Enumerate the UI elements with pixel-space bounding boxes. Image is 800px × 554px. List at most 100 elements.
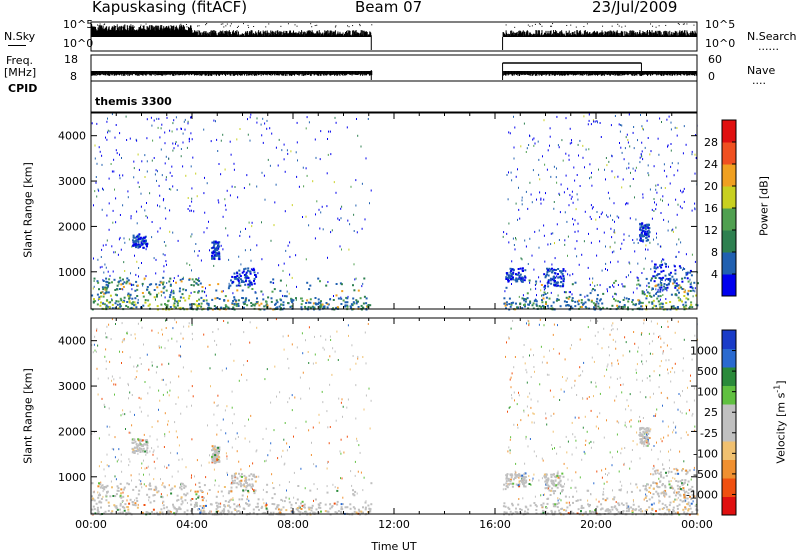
scatter-point: [97, 281, 100, 284]
scatter-point: [562, 275, 565, 278]
scatter-point: [643, 225, 645, 228]
freq-sample: [686, 71, 688, 76]
scatter-point: [97, 188, 99, 191]
scatter-point: [595, 385, 597, 388]
freq-sample: [343, 71, 345, 75]
freq-sample: [147, 71, 149, 75]
scatter-point: [658, 501, 660, 504]
scatter-point: [149, 293, 152, 296]
scatter-point: [131, 297, 134, 300]
noise-spike: [197, 25, 199, 27]
noise-spike: [265, 26, 267, 28]
scatter-point: [135, 280, 138, 283]
scatter-point: [241, 279, 244, 282]
scatter-point: [636, 276, 638, 279]
scatter-point: [339, 245, 341, 248]
freq-sample: [140, 71, 142, 76]
scatter-point: [111, 379, 112, 382]
scatter-point: [567, 440, 569, 443]
freq-sample: [107, 71, 109, 76]
scatter-point: [213, 305, 216, 307]
scatter-point: [212, 331, 214, 333]
scatter-point: [641, 222, 644, 225]
scatter-point: [129, 391, 131, 394]
scatter-point: [645, 248, 646, 251]
scatter-point: [334, 350, 336, 353]
scatter-point: [270, 297, 273, 300]
freq-sample: [273, 71, 275, 75]
freq-sample: [369, 71, 371, 76]
scatter-point: [629, 185, 631, 188]
scatter-point: [196, 459, 198, 462]
scatter-point: [190, 116, 192, 119]
scatter-point: [148, 291, 151, 294]
scatter-point: [173, 305, 176, 308]
scatter-point: [559, 211, 561, 214]
scatter-point: [136, 288, 139, 291]
freq-sample: [250, 71, 252, 76]
scatter-point: [680, 241, 682, 244]
scatter-point: [165, 217, 167, 220]
freq-sample: [204, 71, 206, 76]
scatter-point: [291, 394, 293, 397]
scatter-point: [175, 142, 176, 145]
scatter-point: [260, 123, 262, 126]
freq-sample: [521, 71, 523, 75]
freq-sample: [303, 71, 305, 76]
freq-sample: [238, 71, 240, 76]
scatter-point: [282, 301, 285, 304]
scatter-point: [507, 277, 510, 279]
freq-sample: [672, 71, 674, 76]
scatter-point: [547, 280, 550, 283]
scatter-point: [116, 460, 118, 463]
scatter-point: [672, 431, 674, 434]
scatter-point: [588, 148, 590, 151]
scatter-point: [209, 454, 210, 457]
scatter-point: [252, 487, 253, 490]
scatter-point: [625, 341, 627, 344]
scatter-point: [130, 474, 132, 477]
scatter-point: [542, 294, 545, 296]
scatter-point: [266, 119, 268, 122]
freq-sample: [250, 71, 252, 75]
freq-sample: [353, 71, 355, 75]
scatter-point: [122, 491, 124, 494]
scatter-point: [645, 396, 647, 399]
freq-trace: [90, 62, 698, 80]
scatter-point: [571, 344, 572, 347]
scatter-point: [222, 248, 224, 251]
scatter-point: [606, 480, 608, 483]
scatter-point: [355, 204, 357, 207]
scatter-point: [670, 121, 672, 124]
scatter-point: [185, 289, 187, 292]
scatter-point: [352, 301, 355, 304]
scatter-point: [156, 365, 158, 368]
scatter-point: [180, 280, 183, 283]
scatter-point: [566, 304, 569, 306]
scatter-point: [655, 208, 657, 211]
scatter-point: [291, 276, 293, 279]
scatter-point: [533, 137, 535, 140]
scatter-point: [650, 279, 652, 282]
scatter-point: [301, 300, 304, 302]
scatter-point: [130, 302, 133, 305]
scatter-point: [176, 189, 178, 191]
scatter-point: [617, 300, 620, 303]
freq-sample: [509, 71, 511, 75]
scatter-point: [340, 296, 342, 299]
scatter-point: [654, 277, 657, 279]
scatter-point: [513, 244, 515, 246]
scatter-point: [121, 362, 122, 364]
scatter-point: [247, 277, 250, 279]
freq-sample: [177, 71, 179, 75]
freq-sample: [172, 71, 174, 76]
scatter-point: [591, 356, 593, 359]
scatter-point: [93, 280, 95, 282]
scatter-point: [588, 396, 590, 398]
scatter-point: [579, 293, 582, 296]
scatter-point: [533, 473, 535, 476]
scatter-point: [367, 118, 369, 120]
scatter-point: [646, 230, 649, 233]
scatter-point: [190, 209, 192, 212]
scatter-point: [225, 432, 227, 435]
